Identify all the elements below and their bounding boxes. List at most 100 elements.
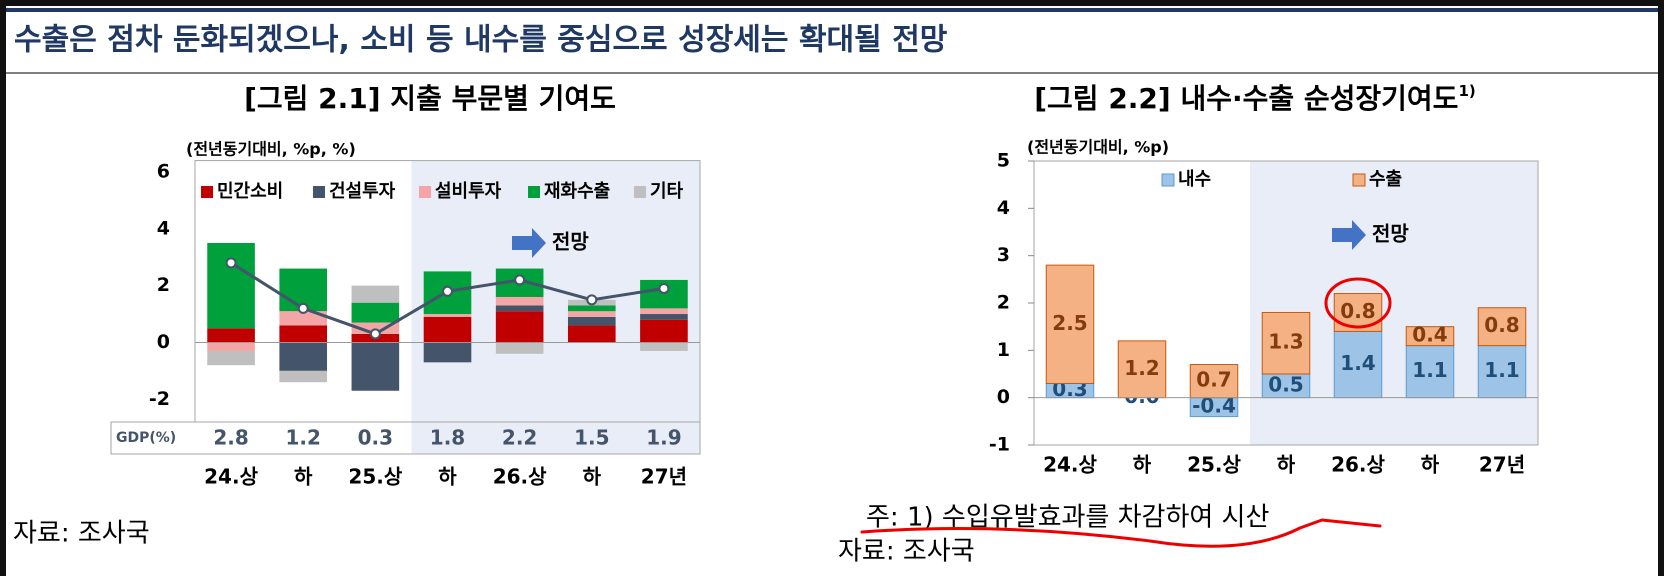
legend-label: 내수 [1178, 169, 1211, 190]
chart-title-text: [그림 2.1] 지출 부문별 기여도 [244, 82, 616, 115]
data-label: 1.3 [1268, 330, 1303, 354]
bar-segment [567, 311, 616, 317]
gdp-point [225, 257, 237, 269]
chart-title: [그림 2.2] 내수·수출 순성장기여도1) [1034, 82, 1476, 116]
data-label: 1.4 [1340, 351, 1375, 375]
top-rule [6, 8, 1658, 12]
red-circle [1324, 277, 1392, 329]
bar-segment [207, 342, 255, 351]
bar-segment [207, 242, 255, 329]
data-label: 0.8 [1484, 313, 1519, 337]
bar-segment [1189, 364, 1239, 399]
legend-swatch [201, 186, 213, 198]
bar-segment [567, 316, 616, 326]
source: 자료: 조사국 [838, 537, 975, 567]
x-tick-label: 하 [1277, 453, 1296, 477]
bar-segment [423, 342, 472, 363]
bar-segment [207, 328, 255, 343]
bar-segment [423, 316, 472, 343]
data-label: 0.4 [1412, 323, 1447, 347]
bar-segment [567, 305, 616, 312]
bar-segment [1405, 326, 1455, 347]
x-tick-label: 25.상 [1187, 453, 1241, 477]
gdp-point [514, 274, 526, 286]
x-tick-label: 26.상 [1331, 453, 1385, 477]
data-label: 2.5 [1052, 311, 1087, 335]
bar-segment [351, 302, 400, 323]
source: 자료: 조사국 [13, 519, 150, 549]
gdp-value: 1.5 [574, 426, 609, 450]
bar-segment [640, 342, 688, 351]
bar-segment [207, 350, 255, 366]
data-label: 0.8 [1340, 299, 1375, 323]
legend-label: 수출 [1369, 169, 1402, 190]
chart-title-text: [그림 2.2] 내수·수출 순성장기여도 [1034, 82, 1458, 115]
bar-segment [351, 322, 400, 334]
bar-segment [279, 370, 328, 383]
gdp-row [110, 421, 701, 455]
title-footnote-mark: 1) [1458, 82, 1475, 100]
x-tick-label: 하 [294, 465, 313, 489]
gdp-point [369, 328, 381, 340]
bar-segment [351, 285, 400, 303]
gdp-point [442, 285, 453, 297]
legend-swatch [1161, 173, 1175, 187]
forecast-shade [1250, 161, 1538, 445]
x-tick-label: 25.상 [348, 465, 402, 489]
bar-segment [279, 311, 328, 326]
x-tick-label: 27년 [1479, 453, 1525, 477]
bar-segment [1333, 330, 1383, 399]
x-tick-label: 하 [438, 465, 457, 489]
unit-label: (전년동기대비, %p) [1027, 138, 1169, 157]
bar-segment [495, 342, 544, 354]
legend-swatch [419, 186, 431, 198]
data-label: 1.2 [1124, 356, 1159, 380]
chart-title: [그림 2.1] 지출 부문별 기여도 [244, 82, 616, 115]
bar-segment [640, 308, 688, 315]
forecast-arrow [512, 228, 546, 258]
bar-segment [1477, 307, 1527, 347]
legend-swatch [1352, 173, 1366, 187]
data-label: 1.1 [1484, 358, 1519, 382]
y-tick-label: 5 [997, 150, 1010, 172]
gdp-value: 2.8 [213, 426, 248, 450]
gdp-point [297, 302, 309, 314]
annotation: 전망 [552, 230, 589, 254]
gdp-value: 1.8 [430, 426, 465, 450]
annotation: 전망 [1372, 222, 1409, 246]
y-tick-label: 3 [997, 244, 1010, 266]
data-label: 1.1 [1412, 358, 1447, 382]
forecast-arrow [1332, 220, 1366, 250]
legend-swatch [528, 186, 540, 198]
bar-segment [1261, 311, 1311, 375]
bar-segment [495, 296, 544, 306]
x-tick-label: 27년 [641, 465, 687, 489]
bar-segment [279, 342, 328, 371]
y-tick-label: -1 [989, 434, 1010, 456]
gdp-point [586, 294, 598, 306]
x-tick-label: 하 [1421, 453, 1440, 477]
gdp-point [658, 282, 670, 294]
bar-segment [279, 325, 328, 343]
y-tick-label: 4 [997, 197, 1010, 219]
unit-label: (전년동기대비, %p, %) [186, 140, 356, 159]
y-tick-label: 0 [997, 386, 1010, 408]
gdp-value: 0.3 [358, 426, 393, 450]
legend-swatch [634, 186, 646, 198]
bar-segment [351, 342, 400, 391]
x-tick-label: 24.상 [204, 465, 258, 489]
gdp-value: 1.9 [646, 426, 681, 450]
data-label: 0.5 [1268, 372, 1303, 396]
page-title: 수출은 점차 둔화되겠으나, 소비 등 내수를 중심으로 성장세는 확대될 전망 [14, 23, 948, 58]
y-tick-label: 6 [157, 160, 170, 182]
bar-segment [423, 314, 472, 317]
gdp-value: 2.2 [502, 426, 537, 450]
x-tick-label: 24.상 [1043, 453, 1097, 477]
y-tick-label: -2 [149, 388, 170, 410]
bar-segment [640, 314, 688, 320]
x-tick-label: 26.상 [493, 465, 547, 489]
x-tick-label: 하 [1133, 453, 1152, 477]
legend-label: 재화수출 [544, 181, 610, 202]
